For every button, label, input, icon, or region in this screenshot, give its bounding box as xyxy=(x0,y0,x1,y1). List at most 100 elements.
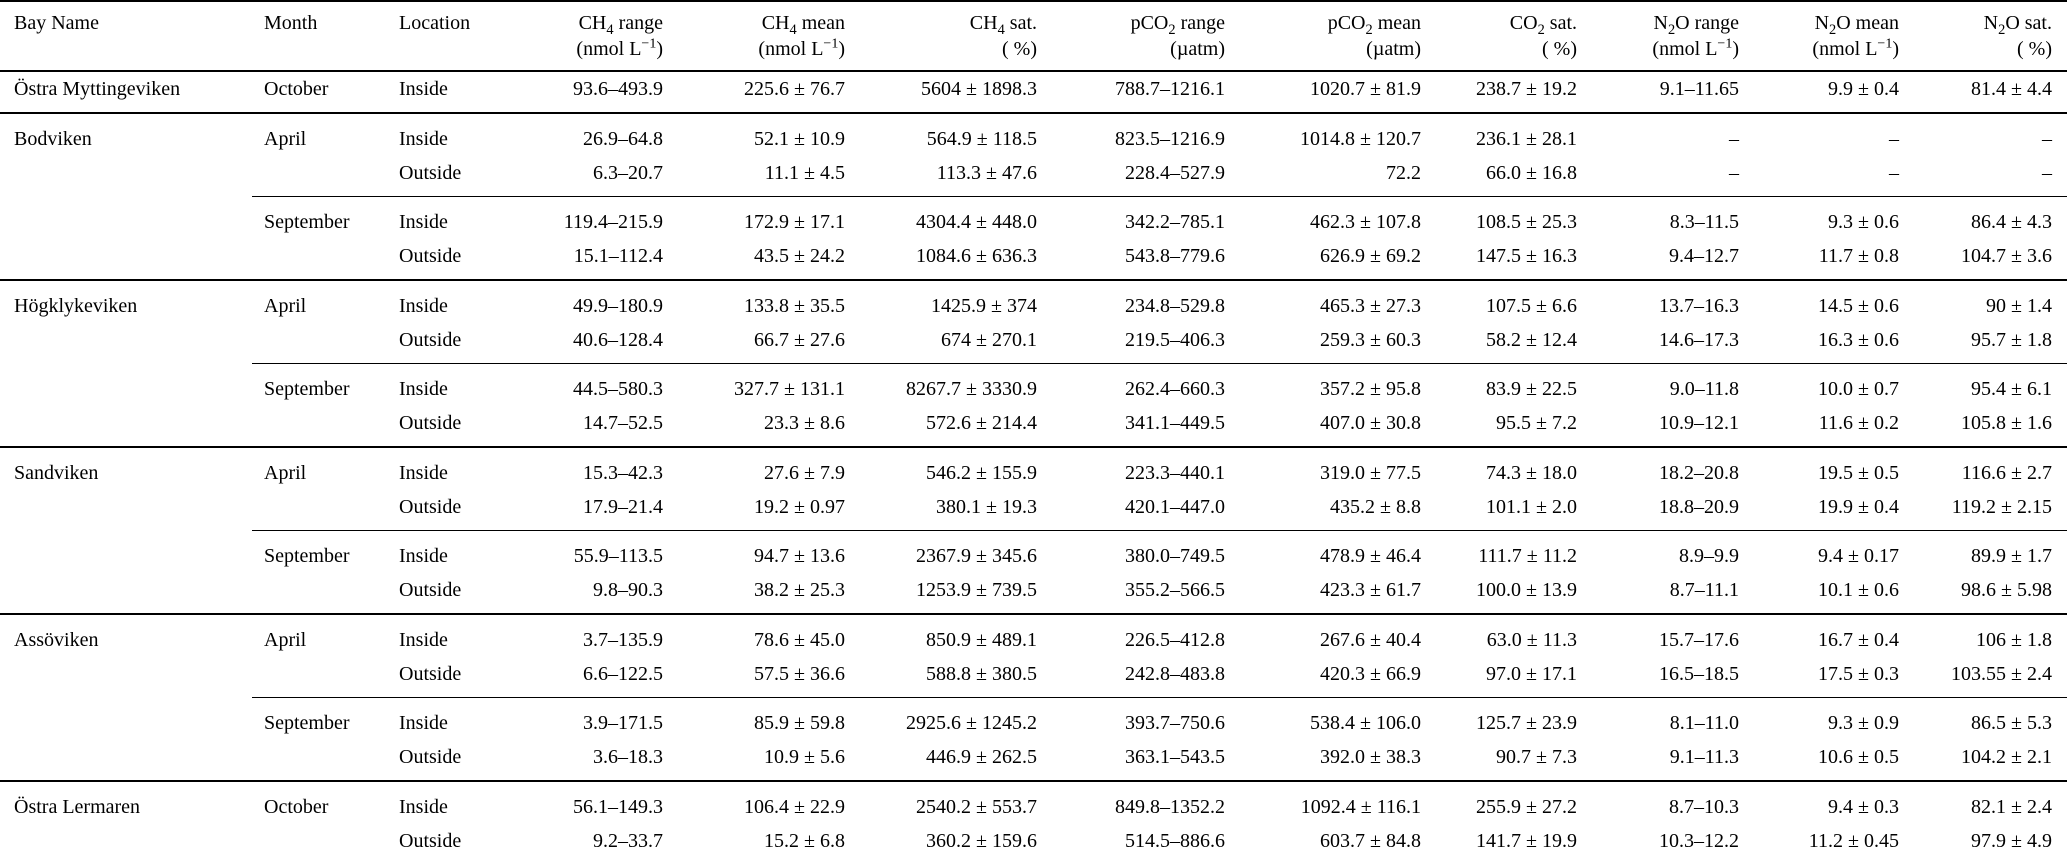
cell-ch4-sat: 2925.6 ± 1245.2 xyxy=(857,697,1049,740)
table-row: Outside 6.3–20.7 11.1 ± 4.5 113.3 ± 47.6 228… xyxy=(0,156,2067,197)
text: N xyxy=(1814,12,1830,34)
cell-n2o-range: 9.1–11.65 xyxy=(1659,78,1739,100)
cell-co2-sat: 90.7 ± 7.3 xyxy=(1496,746,1577,768)
cell-location: Inside xyxy=(399,78,448,100)
text: CH xyxy=(761,12,790,34)
cell-n2o-sat: 81.4 ± 4.4 xyxy=(1971,78,2052,100)
table-row: Assöviken April Inside 3.7–135.9 78.6 ± 45.0… xyxy=(0,613,2067,657)
cell-ch4-sat: 8267.7 ± 3330.9 xyxy=(857,363,1049,406)
cell-n2o-mean: 10.1 ± 0.6 xyxy=(1818,579,1899,601)
cell-pco2-mean: 462.3 ± 107.8 xyxy=(1237,196,1433,239)
text: CH xyxy=(578,12,607,34)
sub-text: 2 xyxy=(1365,22,1373,38)
column-header-bay: Bay Name xyxy=(0,1,252,72)
cell-ch4-mean: 78.6 ± 45.0 xyxy=(675,613,857,657)
cell-location: Inside xyxy=(387,613,517,657)
cell-month xyxy=(252,657,387,698)
text: (nmol L xyxy=(1652,38,1718,60)
header-label: CO2 sat. xyxy=(1445,10,1577,38)
cell-location: Inside xyxy=(387,363,517,406)
text: ) xyxy=(838,38,845,60)
header-label: pCO2 range xyxy=(1061,10,1225,38)
table-row: Östra Lermaren October Inside 56.1–149.3 106… xyxy=(0,780,2067,824)
cell-location: Outside xyxy=(399,663,462,685)
text: Location xyxy=(399,12,471,34)
text: (nmol L xyxy=(1812,38,1878,60)
cell-n2o-range: 8.7–10.3 xyxy=(1589,780,1751,824)
cell-co2-sat: 101.1 ± 2.0 xyxy=(1486,496,1577,518)
table-row: Outside 15.1–112.4 43.5 ± 24.2 1084.6 ± 636… xyxy=(0,239,2067,280)
cell-n2o-range: 13.7–16.3 xyxy=(1589,279,1751,323)
cell-ch4-mean: 15.2 ± 6.8 xyxy=(764,830,845,850)
cell-n2o-range: 18.2–20.8 xyxy=(1589,446,1751,490)
cell-ch4-range: 119.4–215.9 xyxy=(517,196,675,239)
column-header-location: Location xyxy=(387,1,517,72)
cell-pco2-mean: 423.3 ± 61.7 xyxy=(1320,579,1421,601)
cell-pco2-mean: 1092.4 ± 116.1 xyxy=(1237,780,1433,824)
cell-month xyxy=(252,824,387,850)
cell-pco2-range: 788.7–1216.1 xyxy=(1115,78,1225,100)
cell-n2o-sat: 86.4 ± 4.3 xyxy=(1911,196,2067,239)
cell-pco2-range: 242.8–483.8 xyxy=(1125,663,1225,685)
cell-ch4-range: 40.6–128.4 xyxy=(573,329,663,351)
cell-ch4-sat: 1425.9 ± 374 xyxy=(857,279,1049,323)
cell-ch4-range: 15.3–42.3 xyxy=(517,446,675,490)
cell-pco2-mean: 357.2 ± 95.8 xyxy=(1237,363,1433,406)
cell-month: September xyxy=(252,196,387,239)
cell-ch4-sat: 546.2 ± 155.9 xyxy=(857,446,1049,490)
cell-month xyxy=(252,740,387,781)
cell-n2o-sat: 95.4 ± 6.1 xyxy=(1911,363,2067,406)
sub-text: 2 xyxy=(1168,22,1176,38)
cell-month: September xyxy=(252,530,387,573)
header-label: CH4 range xyxy=(529,10,663,38)
cell-co2-sat: 108.5 ± 25.3 xyxy=(1433,196,1589,239)
cell-pco2-mean: 259.3 ± 60.3 xyxy=(1320,329,1421,351)
text: sat. xyxy=(1544,12,1577,34)
cell-bay xyxy=(0,406,252,447)
cell-month: September xyxy=(252,363,387,406)
cell-ch4-sat: 2540.2 ± 553.7 xyxy=(857,780,1049,824)
cell-ch4-mean: 225.6 ± 76.7 xyxy=(744,78,845,100)
text: (µatm) xyxy=(1366,38,1421,60)
cell-n2o-range: 8.9–9.9 xyxy=(1589,530,1751,573)
sub-text: 2 xyxy=(1537,22,1545,38)
cell-ch4-range: 6.3–20.7 xyxy=(593,162,663,184)
cell-co2-sat: 238.7 ± 19.2 xyxy=(1476,78,1577,100)
cell-ch4-mean: 57.5 ± 36.6 xyxy=(754,663,845,685)
header-label: N2O range xyxy=(1601,10,1739,37)
cell-ch4-range: 3.9–171.5 xyxy=(517,697,675,740)
cell-month xyxy=(252,490,387,531)
cell-bay xyxy=(0,197,252,240)
cell-bay: Högklykeviken xyxy=(0,279,252,323)
cell-co2-sat: 97.0 ± 17.1 xyxy=(1486,663,1577,685)
cell-ch4-mean: 94.7 ± 13.6 xyxy=(675,530,857,573)
cell-ch4-mean: 327.7 ± 131.1 xyxy=(675,363,857,406)
column-header-co2-sat: CO2 sat.( %) xyxy=(1433,1,1589,72)
text: ) xyxy=(1732,38,1739,60)
cell-n2o-range: 9.0–11.8 xyxy=(1589,363,1751,406)
cell-n2o-mean: 19.5 ± 0.5 xyxy=(1751,446,1911,490)
cell-ch4-mean: 38.2 ± 25.3 xyxy=(754,579,845,601)
cell-location: Inside xyxy=(387,196,517,239)
header-unit: (nmol L−1) xyxy=(687,36,845,62)
cell-n2o-range: 9.4–12.7 xyxy=(1669,245,1739,267)
cell-co2-sat: 141.7 ± 19.9 xyxy=(1476,830,1577,850)
header-label: N2O mean xyxy=(1763,10,1899,37)
sub-text: 4 xyxy=(606,22,614,38)
cell-pco2-range: 514.5–886.6 xyxy=(1125,830,1225,850)
cell-pco2-range: 341.1–449.5 xyxy=(1125,412,1225,434)
cell-ch4-mean: 52.1 ± 10.9 xyxy=(675,112,857,156)
cell-pco2-range: 342.2–785.1 xyxy=(1049,196,1237,239)
table-row: Bodviken April Inside 26.9–64.8 52.1 ± 10.9 5… xyxy=(0,112,2067,156)
cell-pco2-mean: 72.2 xyxy=(1386,162,1421,184)
cell-ch4-range: 17.9–21.4 xyxy=(583,496,663,518)
cell-n2o-mean: 9.4 ± 0.3 xyxy=(1751,780,1911,824)
cell-n2o-mean: 10.0 ± 0.7 xyxy=(1751,363,1911,406)
text: ) xyxy=(1892,38,1899,60)
cell-n2o-mean: 9.4 ± 0.17 xyxy=(1751,530,1911,573)
text: ) xyxy=(656,38,663,60)
cell-n2o-mean: – xyxy=(1889,162,1899,184)
header-row: Bay Name Month Location CH4 range (nmol L−1)… xyxy=(0,1,2067,72)
cell-location: Inside xyxy=(387,780,517,824)
